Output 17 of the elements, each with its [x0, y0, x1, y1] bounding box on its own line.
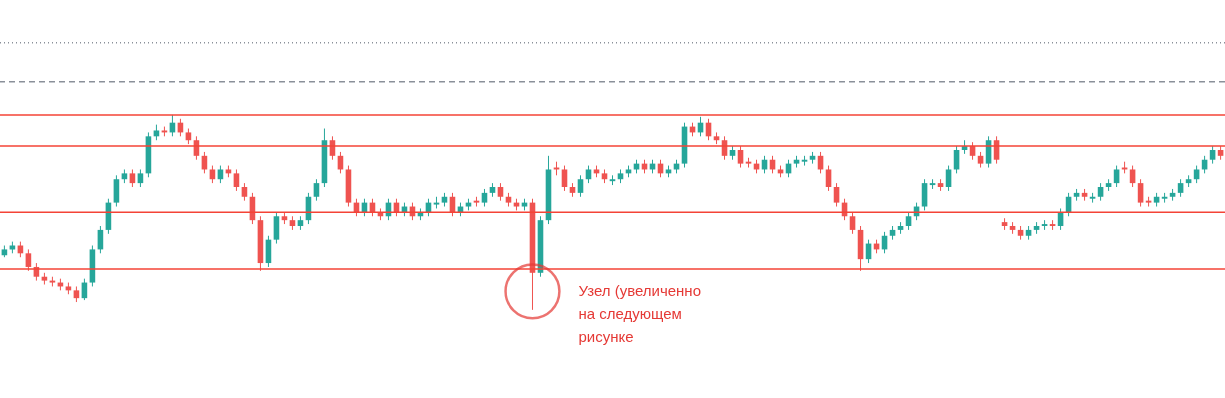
- candlestick: [1137, 178, 1144, 208]
- candlestick: [825, 165, 832, 192]
- candlestick: [1129, 165, 1136, 188]
- candlestick: [1113, 165, 1120, 188]
- candlestick: [313, 178, 320, 202]
- candlestick: [233, 168, 240, 192]
- candlestick: [561, 165, 568, 192]
- candlestick: [25, 248, 32, 272]
- candlestick: [737, 145, 744, 169]
- candlestick: [273, 211, 280, 245]
- candlestick: [833, 182, 840, 208]
- candlestick: [113, 174, 120, 208]
- annotation: Узел (увеличенно на следующем рисунке: [578, 282, 701, 346]
- candlestick: [577, 174, 584, 198]
- candlestick: [945, 165, 952, 192]
- candlestick: [849, 211, 856, 235]
- candlestick: [921, 178, 928, 211]
